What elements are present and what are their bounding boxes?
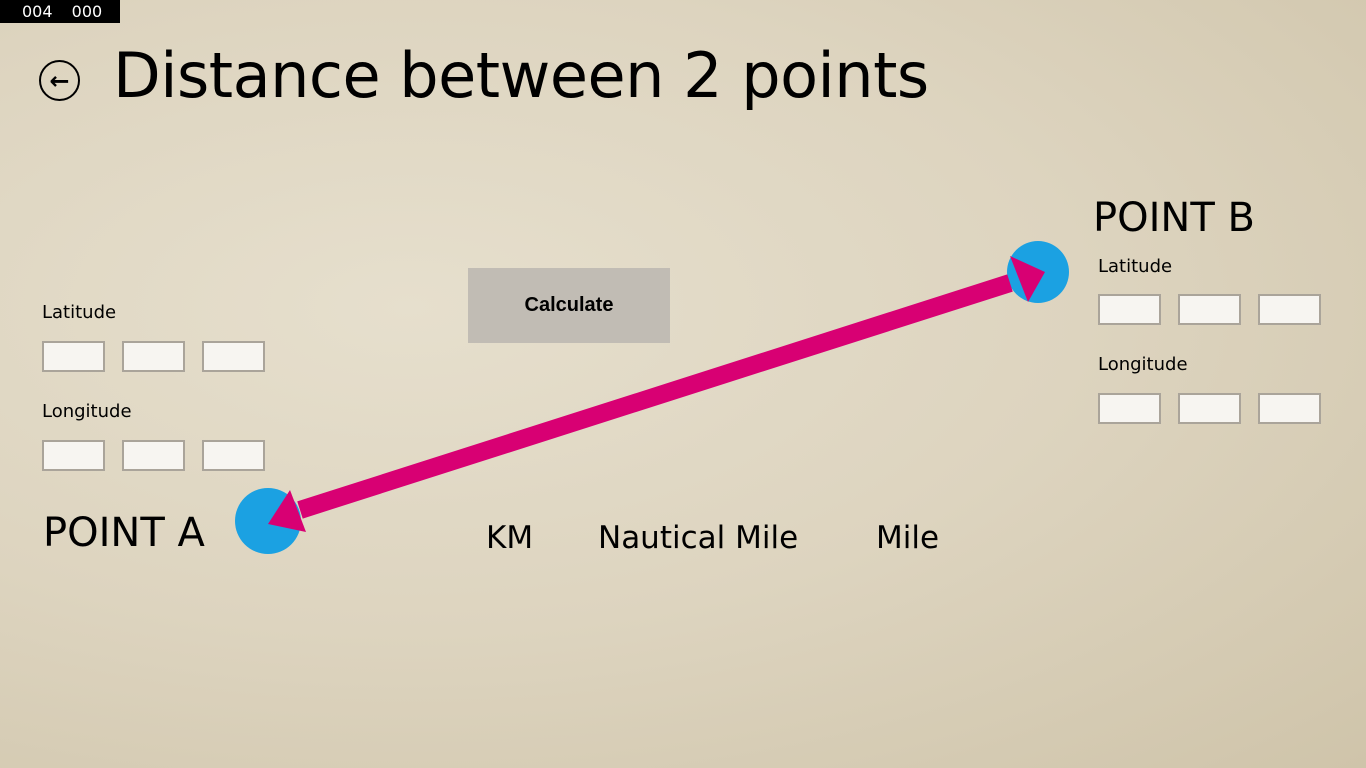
back-button[interactable]: ←	[39, 60, 80, 101]
counter-left: 004	[22, 2, 53, 21]
point-a-label: POINT A	[43, 510, 205, 556]
calculate-button[interactable]: Calculate	[468, 268, 670, 343]
point-a-lon-seconds[interactable]	[202, 440, 265, 471]
page-title: Distance between 2 points	[113, 39, 929, 112]
status-counter: 004 000	[0, 0, 120, 23]
point-a-lat-seconds[interactable]	[202, 341, 265, 372]
arrow-left-icon: ←	[49, 66, 70, 95]
point-a-lon-degrees[interactable]	[42, 440, 105, 471]
point-a-lat-minutes[interactable]	[122, 341, 185, 372]
point-a-lat-degrees[interactable]	[42, 341, 105, 372]
unit-mile: Mile	[876, 520, 940, 556]
point-b-lat-minutes[interactable]	[1178, 294, 1241, 325]
unit-km: KM	[486, 520, 534, 556]
point-b-longitude-label: Longitude	[1098, 354, 1188, 375]
point-b-label: POINT B	[1093, 195, 1255, 241]
unit-nautical-mile: Nautical Mile	[598, 520, 799, 556]
point-b-lat-seconds[interactable]	[1258, 294, 1321, 325]
point-b-lat-degrees[interactable]	[1098, 294, 1161, 325]
point-b-lon-minutes[interactable]	[1178, 393, 1241, 424]
point-b-lon-degrees[interactable]	[1098, 393, 1161, 424]
point-a-lon-minutes[interactable]	[122, 440, 185, 471]
point-b-lon-seconds[interactable]	[1258, 393, 1321, 424]
point-a-latitude-label: Latitude	[42, 302, 117, 323]
counter-right: 000	[71, 2, 103, 21]
double-arrow	[268, 256, 1045, 532]
point-b-latitude-label: Latitude	[1098, 256, 1173, 277]
point-a-longitude-label: Longitude	[42, 401, 132, 422]
